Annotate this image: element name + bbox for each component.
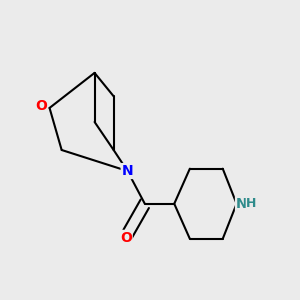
Text: O: O	[35, 99, 47, 112]
Text: N: N	[236, 197, 248, 211]
Text: O: O	[120, 231, 132, 245]
Text: H: H	[246, 197, 257, 210]
Text: N: N	[122, 164, 133, 178]
